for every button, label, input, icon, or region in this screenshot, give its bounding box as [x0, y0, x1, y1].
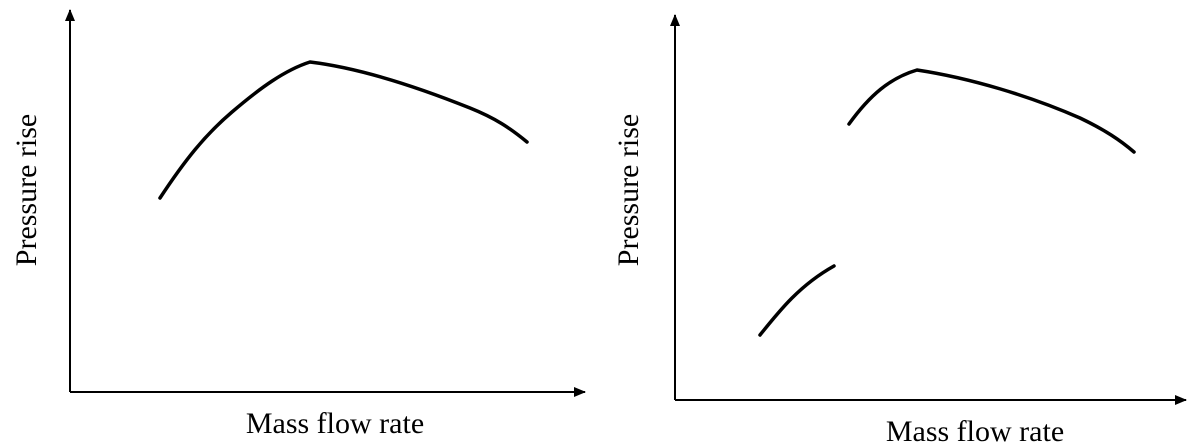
curve: [158, 60, 529, 200]
curve-lower: [758, 264, 836, 337]
x-axis-label: Mass flow rate: [246, 407, 424, 440]
panel-left: Mass flow rate Pressure rise: [10, 9, 586, 440]
panel-right: Mass flow rate Pressure rise: [612, 14, 1187, 448]
y-axis-label: Pressure rise: [10, 114, 43, 266]
x-axis-label: Mass flow rate: [886, 415, 1064, 448]
curve-upper: [847, 68, 1136, 154]
y-axis-label: Pressure rise: [612, 114, 645, 266]
